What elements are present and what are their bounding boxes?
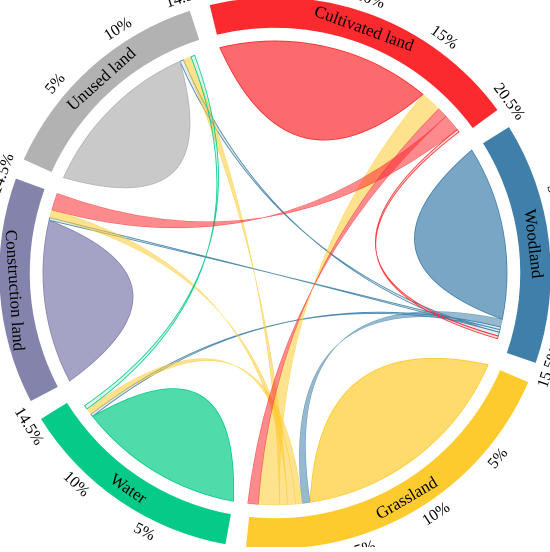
ribbons-layer bbox=[48, 54, 503, 506]
self-chords-layer bbox=[42, 40, 508, 503]
self-chord-water bbox=[92, 388, 235, 502]
group-arc-woodland bbox=[482, 126, 550, 364]
tick-label-construction-land: 5% bbox=[0, 317, 1, 341]
self-chord-woodland bbox=[414, 149, 508, 320]
tick-label-water: 14.5% bbox=[11, 404, 47, 448]
group-arc-construction-land bbox=[0, 177, 59, 402]
tick-label-unused-land: 5% bbox=[42, 70, 69, 97]
tick-label-cultivated-land: 10% bbox=[354, 0, 387, 12]
self-chord-unused-land bbox=[62, 60, 191, 189]
self-chord-cultivated-land bbox=[219, 40, 424, 141]
ribbon-cultivated-land-to-construction-land bbox=[51, 116, 458, 229]
ribbon-water-to-unused-land bbox=[84, 54, 219, 410]
tick-label-unused-land: 14.5% bbox=[163, 0, 208, 12]
self-chord-grassland bbox=[309, 357, 489, 503]
group-arc-water bbox=[40, 402, 232, 545]
self-chord-construction-land bbox=[42, 219, 134, 382]
group-arc-unused-land bbox=[23, 10, 200, 173]
tick-label-water: 5% bbox=[131, 520, 158, 545]
tick-label-cultivated-land: 20.5% bbox=[490, 80, 528, 123]
tick-label-woodland: 5% bbox=[543, 183, 550, 208]
tick-label-grassland: 5% bbox=[485, 445, 512, 472]
ribbon-cultivated-land-to-woodland bbox=[374, 128, 499, 340]
